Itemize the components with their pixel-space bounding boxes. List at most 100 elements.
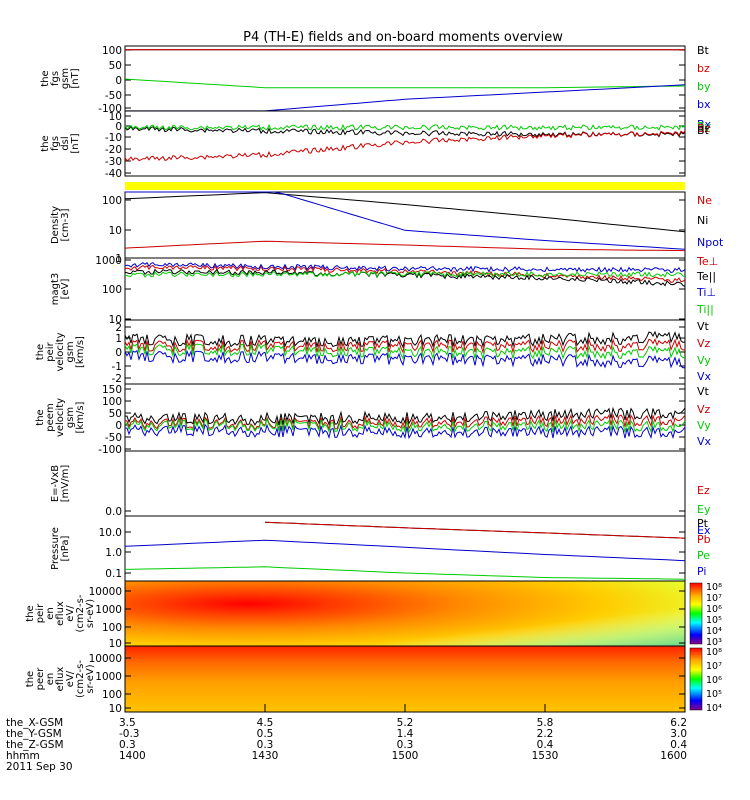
y-axis-label: velocity: [55, 398, 66, 437]
panel-density: Density [cm-3] 100 10 1 Ne Ni Npot: [50, 191, 724, 265]
x-axis-value: 0.5: [257, 728, 274, 740]
x-axis-value: 1400: [119, 750, 146, 762]
x-axis-value: 1600: [660, 750, 687, 762]
y-axis-label: dsl: [60, 136, 71, 150]
y-axis-label: E=-VxB: [50, 465, 61, 502]
legend-entry: Pe: [697, 549, 710, 562]
y-tick-label: -100: [98, 444, 122, 456]
panel-mode-bar: [125, 182, 685, 190]
legend-entry: Vz: [697, 403, 711, 416]
y-tick-label: 1000: [95, 671, 122, 683]
x-axis-value: -0.3: [119, 728, 140, 740]
y-axis-label: [km/s]: [75, 401, 86, 433]
x-axis-value-columns: 3.5 4.5 5.2 5.8 6.2 -0.3 0.5 1.4 2.2 3.0 0.3 0.3 0.3…: [119, 717, 687, 762]
xrow-label-hhmm: hhmm: [6, 750, 40, 762]
panel-frame: [124, 450, 686, 517]
y-tick-label: 1000: [95, 604, 122, 616]
y-tick-label: 0.1: [105, 568, 122, 580]
panel-peer-spectrogram: the peer en eflux eV/(cm2-s-sr-eV)10000 1000 1…: [25, 645, 722, 715]
legend-entry: bx: [697, 98, 711, 111]
colorbar-tick-label: 10⁸: [706, 582, 722, 593]
y-tick-label: 10: [109, 703, 122, 715]
panel-peem-velocity: the peem velocity gsm [km/s] 150100500-50-100…: [35, 383, 712, 456]
peir-spectrogram-overlay: [125, 581, 685, 646]
y-axis-label: peer: [35, 667, 46, 691]
y-tick-label: 0: [115, 347, 122, 359]
y-tick-label: 50: [109, 408, 122, 420]
series-line-vt: [125, 406, 686, 427]
x-axis-value: 0.3: [397, 739, 414, 751]
x-axis-value: 1430: [252, 750, 279, 762]
y-axis-label: the: [35, 344, 46, 360]
colorbar-tick-label: 10⁶: [706, 604, 722, 615]
x-axis-value: 3.0: [670, 728, 687, 740]
y-tick-label: -50: [105, 90, 122, 102]
y-axis-label: the: [25, 671, 36, 687]
y-tick-label: 100: [102, 45, 122, 57]
legend-entry: Te||: [696, 270, 716, 283]
legend-entry: Ez: [697, 484, 710, 497]
y-tick-label: 2: [115, 322, 122, 334]
y-tick-label: -10: [105, 132, 122, 144]
x-axis-value: 6.2: [670, 717, 687, 729]
y-tick-label: 0.0: [105, 506, 122, 518]
y-tick-label: -20: [105, 144, 122, 156]
legend-entry: Ey: [697, 503, 711, 516]
legend-entry: Vx: [697, 435, 712, 448]
legend-entry: Vz: [697, 337, 711, 350]
panel-frame: [124, 515, 686, 582]
panel-temperature: magt3 [eV] 1000 100 10 Te⊥ Te|| Ti⊥ Ti||: [50, 255, 718, 326]
legend-entry: Bx: [697, 118, 712, 131]
y-axis-label: en: [45, 673, 56, 686]
colorbar-tick-label: 10⁵: [706, 615, 722, 626]
y-axis-label: en: [45, 607, 56, 620]
y-tick-label: 1: [115, 333, 122, 345]
x-axis-annotation: the_X-GSM the_Y-GSM the_Z-GSM hhmm 2011 …: [6, 717, 687, 773]
y-axis-label: peir: [35, 603, 46, 623]
x-axis-value: 5.8: [537, 717, 554, 729]
series-line-bx: [125, 84, 686, 112]
y-axis-label: (cm2-s-: [75, 594, 86, 632]
y-tick-label: 10000: [89, 653, 122, 665]
series-line-te: [124, 268, 686, 288]
legend-entry: Vy: [697, 354, 711, 367]
y-axis-label: [mV/m]: [60, 465, 71, 503]
series-line-by: [124, 78, 686, 89]
x-axis-value: 0.3: [257, 739, 274, 751]
series-line-ne: [124, 240, 686, 252]
panel-frame: [124, 319, 686, 385]
legend-entry: Ni: [697, 214, 708, 227]
y-axis-label: velocity: [55, 332, 66, 371]
y-tick-label: 100: [102, 195, 122, 207]
y-tick-label: 0: [115, 75, 122, 87]
series-line-by: [124, 123, 686, 131]
y-axis-label: eV/: [65, 670, 76, 687]
colorbar-tick-label: 10⁴: [706, 703, 722, 714]
y-tick-label: 10: [109, 638, 122, 650]
panel-frame: [124, 383, 686, 452]
series-line-te: [124, 264, 686, 284]
legend-entry: Npot: [697, 236, 724, 249]
panel-fgs-gsm: the fgs gsm [nT] 100 50 0 -50-100 Bt bz by bx: [40, 44, 711, 115]
y-tick-label: 1.0: [105, 547, 122, 559]
y-axis-label: [nT]: [70, 133, 81, 153]
series-line-vy: [125, 417, 686, 434]
series-line-vx: [124, 349, 686, 369]
series-line-vz: [125, 413, 686, 431]
y-axis-label: [km/s]: [75, 336, 86, 368]
series-line-pi: [124, 539, 686, 562]
legend-entry: Vt: [697, 385, 710, 398]
series-line-ti: [124, 262, 686, 274]
series-line-ti: [124, 270, 686, 278]
legend-entry: Ti||: [696, 303, 714, 316]
legend-entry: Ne: [697, 194, 712, 207]
x-axis-value: 0.3: [119, 739, 136, 751]
x-axis-value: 1500: [392, 750, 419, 762]
chart-title: P4 (TH-E) fields and on-board moments ov…: [243, 30, 563, 45]
y-tick-label: 10: [109, 314, 122, 326]
y-axis-label: sr-eV): [85, 599, 96, 628]
